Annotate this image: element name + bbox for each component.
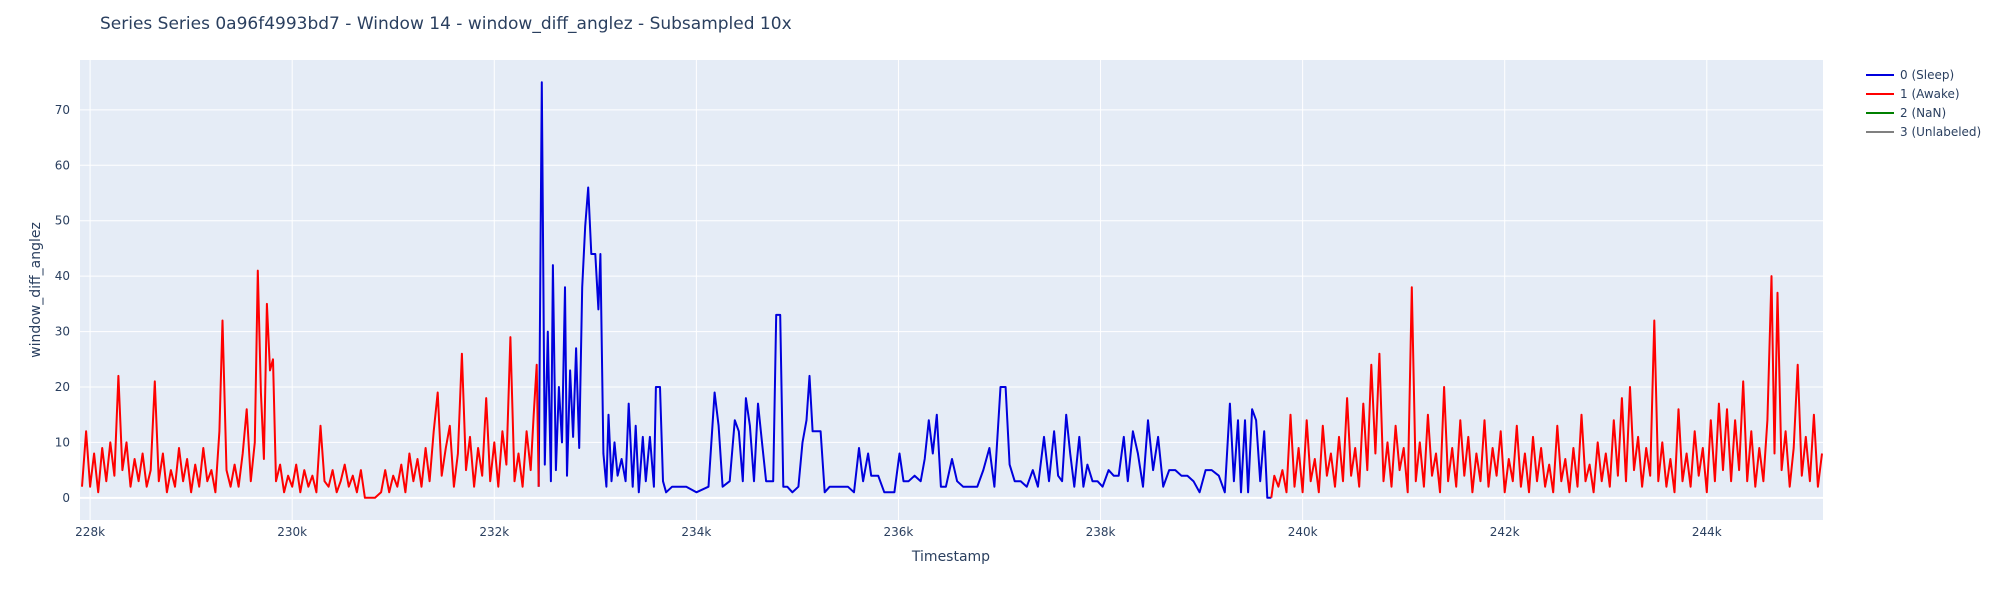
chart-title: Series Series 0a96f4993bd7 - Window 14 -… bbox=[100, 14, 792, 34]
y-tick-label: 30 bbox=[55, 325, 70, 339]
y-axis-title: window_diff_anglez bbox=[28, 222, 44, 358]
grid bbox=[80, 60, 1823, 520]
legend-label: 2 (NaN) bbox=[1900, 106, 1946, 120]
legend-label: 0 (Sleep) bbox=[1900, 68, 1954, 82]
x-tick-label: 234k bbox=[681, 525, 711, 539]
x-tick-label: 230k bbox=[277, 525, 307, 539]
x-tick-label: 244k bbox=[1692, 525, 1722, 539]
legend-item-1-awake[interactable]: 1 (Awake) bbox=[1866, 87, 1960, 101]
series-line-0-sleep bbox=[537, 81, 1272, 499]
legend-item-0-sleep[interactable]: 0 (Sleep) bbox=[1866, 68, 1954, 82]
x-axis-ticks: 228k 230k 232k 234k 236k 238k 240k 242k 244k bbox=[75, 525, 1722, 539]
y-tick-label: 60 bbox=[55, 158, 70, 172]
plot-background bbox=[80, 60, 1823, 520]
series-line-1-awake bbox=[81, 269, 540, 499]
legend[interactable]: 0 (Sleep) 1 (Awake) 2 (NaN) 3 (Unlabeled) bbox=[1866, 68, 1981, 139]
y-tick-label: 70 bbox=[55, 103, 70, 117]
x-tick-label: 228k bbox=[75, 525, 105, 539]
y-tick-label: 50 bbox=[55, 214, 70, 228]
legend-label: 3 (Unlabeled) bbox=[1900, 125, 1981, 139]
x-axis-title: Timestamp bbox=[911, 549, 990, 565]
y-tick-label: 0 bbox=[62, 491, 70, 505]
x-tick-label: 240k bbox=[1288, 525, 1318, 539]
y-tick-label: 20 bbox=[55, 380, 70, 394]
legend-item-3-unlabeled[interactable]: 3 (Unlabeled) bbox=[1866, 125, 1981, 139]
series-lines bbox=[81, 81, 1823, 499]
y-tick-label: 40 bbox=[55, 269, 70, 283]
legend-label: 1 (Awake) bbox=[1900, 87, 1960, 101]
series-line-1-awake bbox=[1270, 275, 1823, 498]
x-tick-label: 238k bbox=[1086, 525, 1116, 539]
x-tick-label: 236k bbox=[884, 525, 914, 539]
legend-item-2-nan[interactable]: 2 (NaN) bbox=[1866, 106, 1946, 120]
y-axis-ticks: 0 10 20 30 40 50 60 70 bbox=[55, 103, 70, 505]
x-tick-label: 242k bbox=[1490, 525, 1520, 539]
x-tick-label: 232k bbox=[479, 525, 509, 539]
y-tick-label: 10 bbox=[55, 435, 70, 449]
